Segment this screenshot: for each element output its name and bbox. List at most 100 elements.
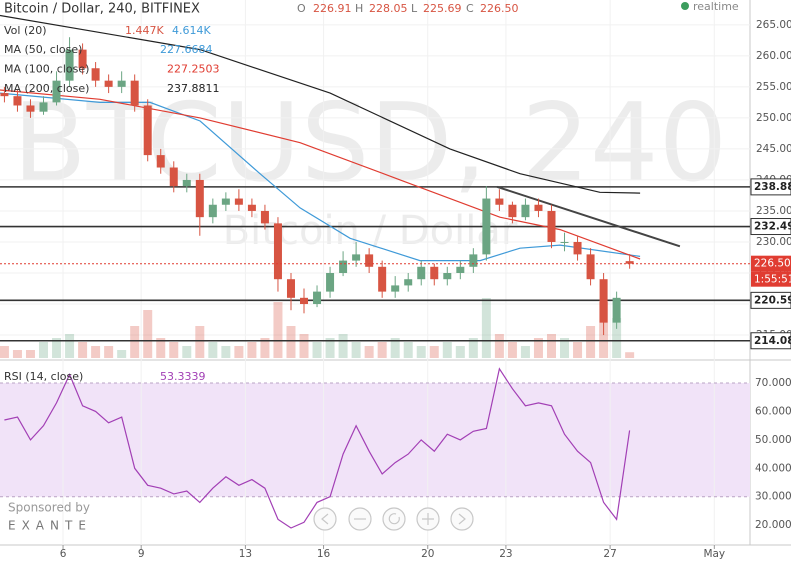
ma-legend: MA (100, close) (4, 63, 89, 76)
candle-body (365, 254, 374, 267)
volume-bar (39, 342, 49, 358)
candle-body (456, 266, 465, 273)
volume-bar (221, 346, 231, 358)
candle-body (143, 105, 152, 156)
candle-body (313, 291, 322, 305)
candle-body (430, 266, 439, 280)
volume-bar (403, 342, 413, 358)
candle-body (13, 96, 22, 106)
rsi-tick-label: 60.0000 (755, 405, 791, 417)
countdown-box (751, 271, 791, 287)
candle-body (482, 198, 491, 255)
volume-bar (234, 346, 244, 358)
ma-legend-value: 237.8811 (167, 82, 220, 95)
volume-bar (573, 342, 583, 358)
candle-body (326, 272, 335, 292)
volume-bar (390, 338, 400, 358)
y-tick-label: 245.00 (756, 143, 791, 155)
volume-bar (0, 346, 9, 358)
level-label-box (750, 178, 791, 196)
x-tick-label: 13 (239, 548, 252, 560)
volume-bar (247, 342, 257, 358)
last-price-label: 226.50 (754, 258, 791, 270)
trendline (496, 185, 681, 248)
volume-bar (364, 346, 374, 358)
volume-bar (377, 342, 387, 358)
candle-body (0, 93, 9, 97)
volume-bar (520, 346, 530, 358)
rsi-tick-label: 50.0000 (755, 434, 791, 446)
volume-bar (195, 326, 205, 358)
ohlc-key: C (466, 2, 474, 15)
level-label: 232.49 (754, 221, 791, 233)
candle-body (339, 260, 348, 273)
ma-line (0, 92, 641, 262)
volume-bar (625, 352, 635, 358)
candle-body (221, 198, 230, 205)
volume-bar (182, 346, 192, 358)
ma-legend-value: 227.2503 (167, 63, 220, 76)
level-label: 214.08 (754, 335, 791, 347)
candle-body (65, 49, 74, 81)
candle-body (195, 179, 204, 218)
ma-line (0, 14, 641, 194)
volume-legend: Vol (20) (4, 24, 47, 37)
candle-body (560, 241, 569, 243)
volume-bar (429, 346, 439, 358)
candle-body (625, 261, 634, 264)
candle-body (104, 80, 113, 87)
volume-bar (91, 346, 101, 358)
candle-body (391, 285, 400, 292)
scroll-right[interactable] (450, 507, 474, 531)
x-tick-label: 27 (603, 548, 616, 560)
candle-body (247, 204, 256, 211)
candle-body (273, 223, 282, 280)
y-tick-label: 250.00 (756, 112, 791, 124)
rsi-legend: RSI (14, close) (4, 370, 83, 383)
ma-legend: MA (200, close) (4, 82, 89, 95)
volume-bar (130, 326, 140, 358)
volume-bar (612, 318, 622, 358)
volume-bar (533, 338, 543, 358)
rsi-band (0, 383, 750, 497)
reset[interactable] (382, 507, 406, 531)
countdown: 1:55:51 (754, 274, 791, 286)
candle-body (260, 210, 269, 224)
volume-bar (338, 334, 348, 358)
x-tick-label: 16 (317, 548, 331, 560)
volume-bar (455, 346, 465, 358)
scroll-left[interactable] (313, 507, 337, 531)
volume-bar (312, 342, 322, 358)
volume-bar (260, 338, 270, 358)
volume-bar (25, 350, 35, 358)
volume-bar (52, 338, 62, 358)
symbol: Bitcoin / Dollar, 240, BITFINEX (4, 2, 200, 17)
candle-body (352, 254, 361, 261)
volume-bar (117, 350, 127, 358)
x-tick-label: 20 (421, 548, 434, 560)
candle-body (404, 279, 413, 286)
volume-bar (156, 338, 166, 358)
volume-legend-value: 1.447K (125, 24, 164, 37)
volume-bar (507, 342, 517, 358)
ohlc-key: H (355, 2, 363, 15)
rsi-tick-label: 30.0000 (755, 491, 791, 503)
volume-bar (208, 342, 218, 358)
ma-legend: MA (50, close) (4, 43, 82, 56)
rsi-tick-label: 20.0000 (755, 519, 791, 531)
volume-legend-value: 4.614K (172, 24, 211, 37)
zoom-buttons (313, 507, 474, 531)
candle-body (573, 241, 582, 255)
sponsor: Sponsored by (8, 501, 90, 515)
y-tick-label: 265.00 (756, 19, 791, 31)
volume-bar (65, 334, 75, 358)
candle-body (586, 254, 595, 280)
ohlc-key: L (411, 2, 418, 15)
candle-body (156, 155, 165, 168)
candle-body (234, 198, 243, 205)
volume-bar (586, 326, 596, 358)
sponsor-name: EXANTE (8, 519, 92, 533)
rsi-line (4, 367, 631, 529)
level-label-box (750, 291, 791, 309)
